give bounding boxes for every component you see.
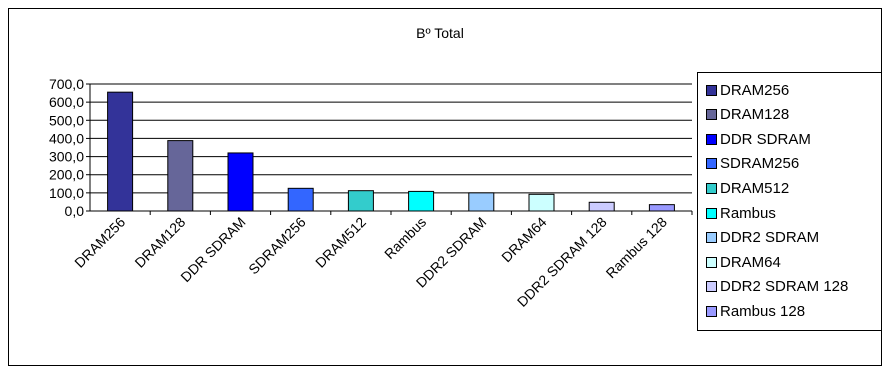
legend-item: DRAM128 bbox=[706, 105, 789, 125]
plot-area: 0,0 100,0 200,0 300,0 400,0 500,0 600,0 700,0 DR… bbox=[49, 76, 693, 310]
x-tick-label: DRAM256 bbox=[71, 214, 128, 271]
legend-item: Rambus 128 bbox=[706, 301, 805, 321]
bar bbox=[347, 190, 374, 212]
legend-swatch bbox=[706, 256, 717, 268]
x-tick-label: Rambus 128 bbox=[603, 214, 671, 282]
legend-label: DRAM512 bbox=[720, 179, 790, 197]
bar bbox=[648, 204, 675, 212]
legend-label: Rambus 128 bbox=[720, 302, 806, 320]
x-tick-label: Rambus bbox=[381, 214, 429, 262]
legend-swatch bbox=[706, 305, 717, 317]
x-tick-label: DRAM64 bbox=[498, 214, 550, 266]
legend-item: DRAM256 bbox=[706, 80, 789, 100]
x-tick-label: DDR SDRAM bbox=[177, 214, 248, 285]
legend-swatch bbox=[706, 84, 717, 96]
y-tick-label: 600,0 bbox=[49, 94, 84, 110]
y-tick-label: 500,0 bbox=[49, 112, 84, 128]
legend-label: DRAM256 bbox=[720, 81, 790, 99]
x-tick-label: DRAM512 bbox=[312, 214, 369, 271]
legend-swatch bbox=[706, 281, 717, 293]
bar bbox=[227, 152, 254, 212]
bar bbox=[167, 140, 194, 212]
x-tick-label: DRAM128 bbox=[131, 214, 188, 271]
legend: DRAM256 DRAM128 DDR SDRAM SDRAM256 DRAM512 Ra… bbox=[697, 72, 882, 331]
bar bbox=[468, 192, 495, 212]
legend-label: DDR2 SDRAM bbox=[720, 229, 820, 247]
legend-swatch bbox=[706, 133, 717, 145]
bar bbox=[408, 190, 435, 212]
bar bbox=[287, 187, 314, 212]
legend-label: SDRAM256 bbox=[720, 155, 800, 173]
legend-swatch bbox=[706, 232, 717, 244]
chart-title: Bº Total bbox=[416, 25, 464, 41]
legend-label: DRAM64 bbox=[720, 253, 781, 271]
legend-item: Rambus bbox=[706, 203, 776, 223]
legend-item: DDR2 SDRAM bbox=[706, 228, 819, 248]
y-tick-label: 700,0 bbox=[49, 76, 84, 92]
legend-swatch bbox=[706, 207, 717, 219]
y-tick-label: 200,0 bbox=[49, 167, 84, 183]
legend-item: DRAM64 bbox=[706, 252, 781, 272]
legend-label: DDR SDRAM bbox=[720, 130, 811, 148]
x-tick-label: SDRAM256 bbox=[245, 214, 309, 278]
legend-label: DDR2 SDRAM 128 bbox=[720, 278, 849, 296]
y-tick-label: 300,0 bbox=[49, 149, 84, 165]
legend-label: DRAM128 bbox=[720, 106, 790, 124]
y-tick-label: 0,0 bbox=[65, 203, 85, 219]
legend-swatch bbox=[706, 158, 717, 170]
legend-item: DDR SDRAM bbox=[706, 129, 811, 149]
bar bbox=[528, 193, 555, 212]
bar bbox=[588, 201, 615, 212]
legend-swatch bbox=[706, 109, 717, 121]
y-tick-label: 100,0 bbox=[49, 185, 84, 201]
legend-label: Rambus bbox=[720, 204, 776, 222]
legend-swatch bbox=[706, 182, 717, 194]
y-tick-label: 400,0 bbox=[49, 130, 84, 146]
legend-item: DRAM512 bbox=[706, 178, 789, 198]
legend-item: DDR2 SDRAM 128 bbox=[706, 277, 848, 297]
bar bbox=[107, 91, 134, 212]
legend-item: SDRAM256 bbox=[706, 154, 799, 174]
